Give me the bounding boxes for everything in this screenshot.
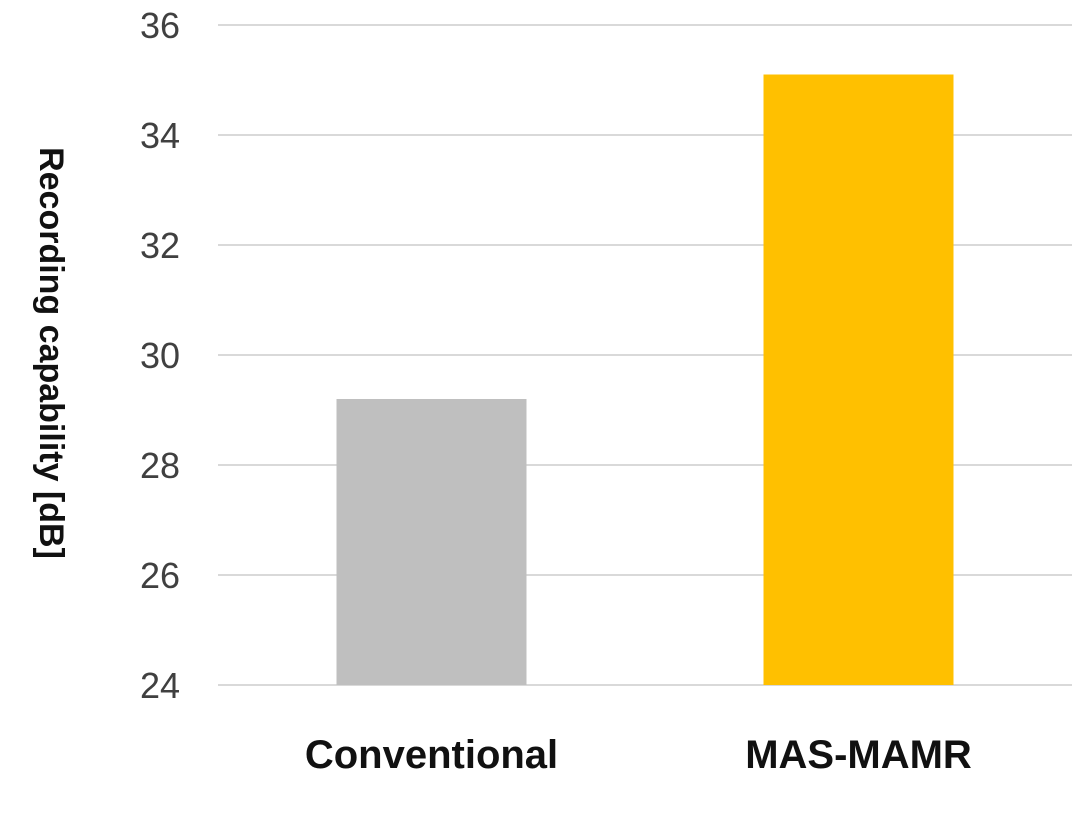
y-tick-label-36: 36 bbox=[140, 5, 180, 46]
y-tick-label-28: 28 bbox=[140, 445, 180, 486]
y-tick-label-34: 34 bbox=[140, 115, 180, 156]
y-axis-ticks: 24 26 28 30 32 34 36 bbox=[140, 5, 180, 706]
x-category-label-mas-mamr: MAS-MAMR bbox=[745, 733, 972, 777]
y-tick-label-24: 24 bbox=[140, 665, 180, 706]
y-axis-title: Recording capability [dB] bbox=[32, 147, 70, 559]
y-tick-label-32: 32 bbox=[140, 225, 180, 266]
y-tick-label-30: 30 bbox=[140, 335, 180, 376]
bar-mas-mamr bbox=[763, 74, 954, 685]
bars bbox=[336, 74, 954, 685]
x-category-label-conventional: Conventional bbox=[305, 733, 558, 777]
bar-conventional bbox=[336, 399, 527, 685]
y-tick-label-26: 26 bbox=[140, 555, 180, 596]
x-axis-labels: Conventional MAS-MAMR bbox=[305, 733, 972, 777]
